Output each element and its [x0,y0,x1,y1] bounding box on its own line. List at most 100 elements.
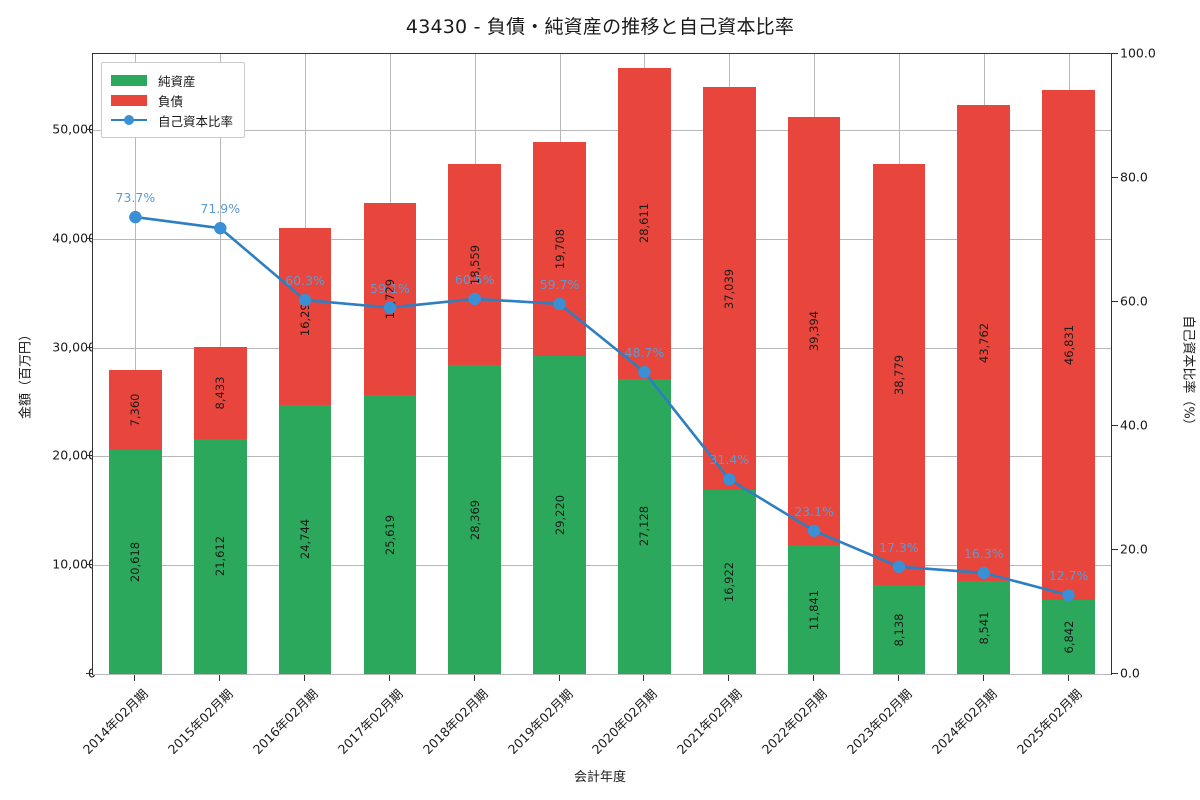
line-marker[interactable] [553,297,566,311]
y-axis-left-tick-mark [86,673,92,674]
bar-group[interactable]: 8,541 43,762 [957,54,1011,674]
bar-segment-liabilities[interactable]: 43,762 [957,105,1011,582]
line-marker[interactable] [807,524,821,537]
line-marker[interactable] [892,560,906,573]
bar-segment-equity[interactable]: 29,220 [533,356,586,674]
line-value-label: 73.7% [115,190,156,206]
bar-group[interactable]: 29,220 19,708 [533,54,586,674]
x-axis-tick-label: 2014年02月期 [80,686,152,757]
y-axis-right-tick-mark [1112,425,1118,426]
y-axis-right-tick-mark [1112,673,1118,674]
bar-segment-liabilities[interactable]: 19,708 [533,141,586,357]
y-axis-left-label: 金額（百万円） [18,328,34,420]
line-marker[interactable] [129,210,142,224]
legend-label-liabilities: 負債 [158,93,184,109]
line-marker[interactable] [298,293,312,307]
bar-group[interactable]: 16,922 37,039 [702,54,756,674]
line-value-label: 60.5% [454,271,495,287]
bar-segment-equity[interactable]: 25,619 [363,395,417,674]
y-axis-left-tick-label: 30,000 [52,339,96,355]
y-axis-right-tick-label: 60.0 [1120,293,1148,309]
x-axis-tick-mark [1067,675,1069,681]
bar-segment-liabilities[interactable]: 37,039 [702,87,756,490]
y-axis-left-tick-mark [86,564,92,566]
y-axis-right-tick-label: 40.0 [1120,417,1148,433]
legend-label-equity: 純資産 [158,73,196,89]
x-axis-tick-label: 2020年02月期 [589,686,661,757]
bar-segment-equity[interactable]: 8,541 [957,581,1011,674]
legend-line-marker-icon [111,115,147,126]
line-value-label: 12.7% [1048,568,1089,584]
line-marker[interactable] [1062,589,1075,602]
bar-segment-equity[interactable]: 16,922 [702,489,756,674]
line-value-label: 48.7% [624,345,665,361]
x-axis-tick-mark [643,675,645,681]
bar-group[interactable]: 8,138 38,779 [872,54,926,674]
x-axis-tick-label: 2016年02月期 [249,686,321,757]
y-axis-left-tick-mark [86,129,92,131]
x-axis-tick-mark [558,675,560,681]
legend-label-equity-ratio: 自己資本比率 [158,113,234,129]
line-label-layer: 73.7% 71.9% 60.3% 59.1% 60.5% 59.7% 48.7% 31.4%… [93,54,1111,674]
bar-segment-equity[interactable]: 21,612 [193,438,247,674]
line-marker[interactable] [638,365,651,379]
line-marker[interactable] [723,473,736,486]
bar-group[interactable]: 21,612 8,433 [193,54,247,674]
legend-item-equity-ratio: 自己資本比率 [111,110,233,130]
x-axis-tick-label: 2022年02月期 [758,686,830,757]
y-axis-right-tick-label: 0.0 [1120,665,1140,681]
line-marker[interactable] [977,566,990,580]
legend-swatch-liabilities-icon [111,94,147,106]
gridline-horizontal [93,674,1111,675]
line-value-label: 71.9% [200,201,241,217]
bar-segment-equity[interactable]: 11,841 [787,545,841,674]
line-value-label: 31.4% [709,452,750,468]
bar-segment-liabilities[interactable]: 16,296 [278,227,332,405]
bar-group[interactable]: 11,841 39,394 [787,54,841,674]
chart-legend: 純資産 負債 自己資本比率 [101,62,246,138]
x-axis-tick-mark [219,675,221,681]
bar-segment-liabilities[interactable]: 8,433 [193,347,247,439]
line-marker[interactable] [468,292,481,306]
bar-segment-liabilities[interactable]: 46,831 [1042,90,1095,600]
y-axis-right-tick-label: 80.0 [1120,169,1148,185]
bar-segment-liabilities[interactable]: 28,611 [618,67,671,379]
line-value-label: 17.3% [879,539,919,555]
y-axis-right-tick-label: 100.0 [1120,45,1156,61]
bar-segment-equity[interactable]: 6,842 [1042,599,1095,674]
y-axis-right-tick-mark [1112,53,1118,54]
bar-group[interactable]: 20,618 7,360 [109,54,162,674]
line-value-label: 23.1% [794,503,834,519]
line-layer [129,210,1075,602]
bar-segment-equity[interactable]: 28,369 [448,365,502,674]
bar-segment-liabilities[interactable]: 7,360 [109,369,162,450]
line-marker[interactable] [214,222,227,235]
line-marker[interactable] [383,301,397,314]
x-axis-tick-mark [982,675,984,681]
x-axis-tick-mark [897,675,899,681]
x-axis-tick-label: 2017年02月期 [334,686,406,757]
bar-segment-equity[interactable]: 20,618 [109,449,162,674]
bar-group[interactable]: 24,744 16,296 [278,54,332,674]
bar-group[interactable]: 6,842 46,831 [1042,54,1095,674]
bar-segment-equity[interactable]: 27,128 [618,378,671,674]
bar-segment-liabilities[interactable]: 39,394 [787,116,841,546]
bar-segment-liabilities[interactable]: 38,779 [872,163,926,586]
y-axis-left-tick-label: 50,000 [52,121,96,137]
line-value-label: 59.7% [539,276,580,292]
bar-group[interactable]: 28,369 18,559 [448,54,502,674]
bar-segment-liabilities[interactable]: 18,559 [448,163,502,366]
bar-group[interactable]: 27,128 28,611 [618,54,671,674]
y-axis-right-tick-mark [1112,177,1118,178]
bar-group[interactable]: 25,619 17,729 [363,54,417,674]
bar-segment-equity[interactable]: 24,744 [278,404,332,674]
y-axis-right-tick-label: 20.0 [1120,541,1148,557]
x-axis-tick-mark [388,675,390,681]
bar-segment-equity[interactable]: 8,138 [872,585,926,674]
y-axis-left-tick-mark [86,346,92,348]
gridline-horizontal [93,347,1111,349]
y-axis-left-tick-label: 20,000 [52,447,96,463]
bar-segment-liabilities[interactable]: 17,729 [363,202,417,396]
y-axis-right-tick-mark [1112,301,1118,302]
